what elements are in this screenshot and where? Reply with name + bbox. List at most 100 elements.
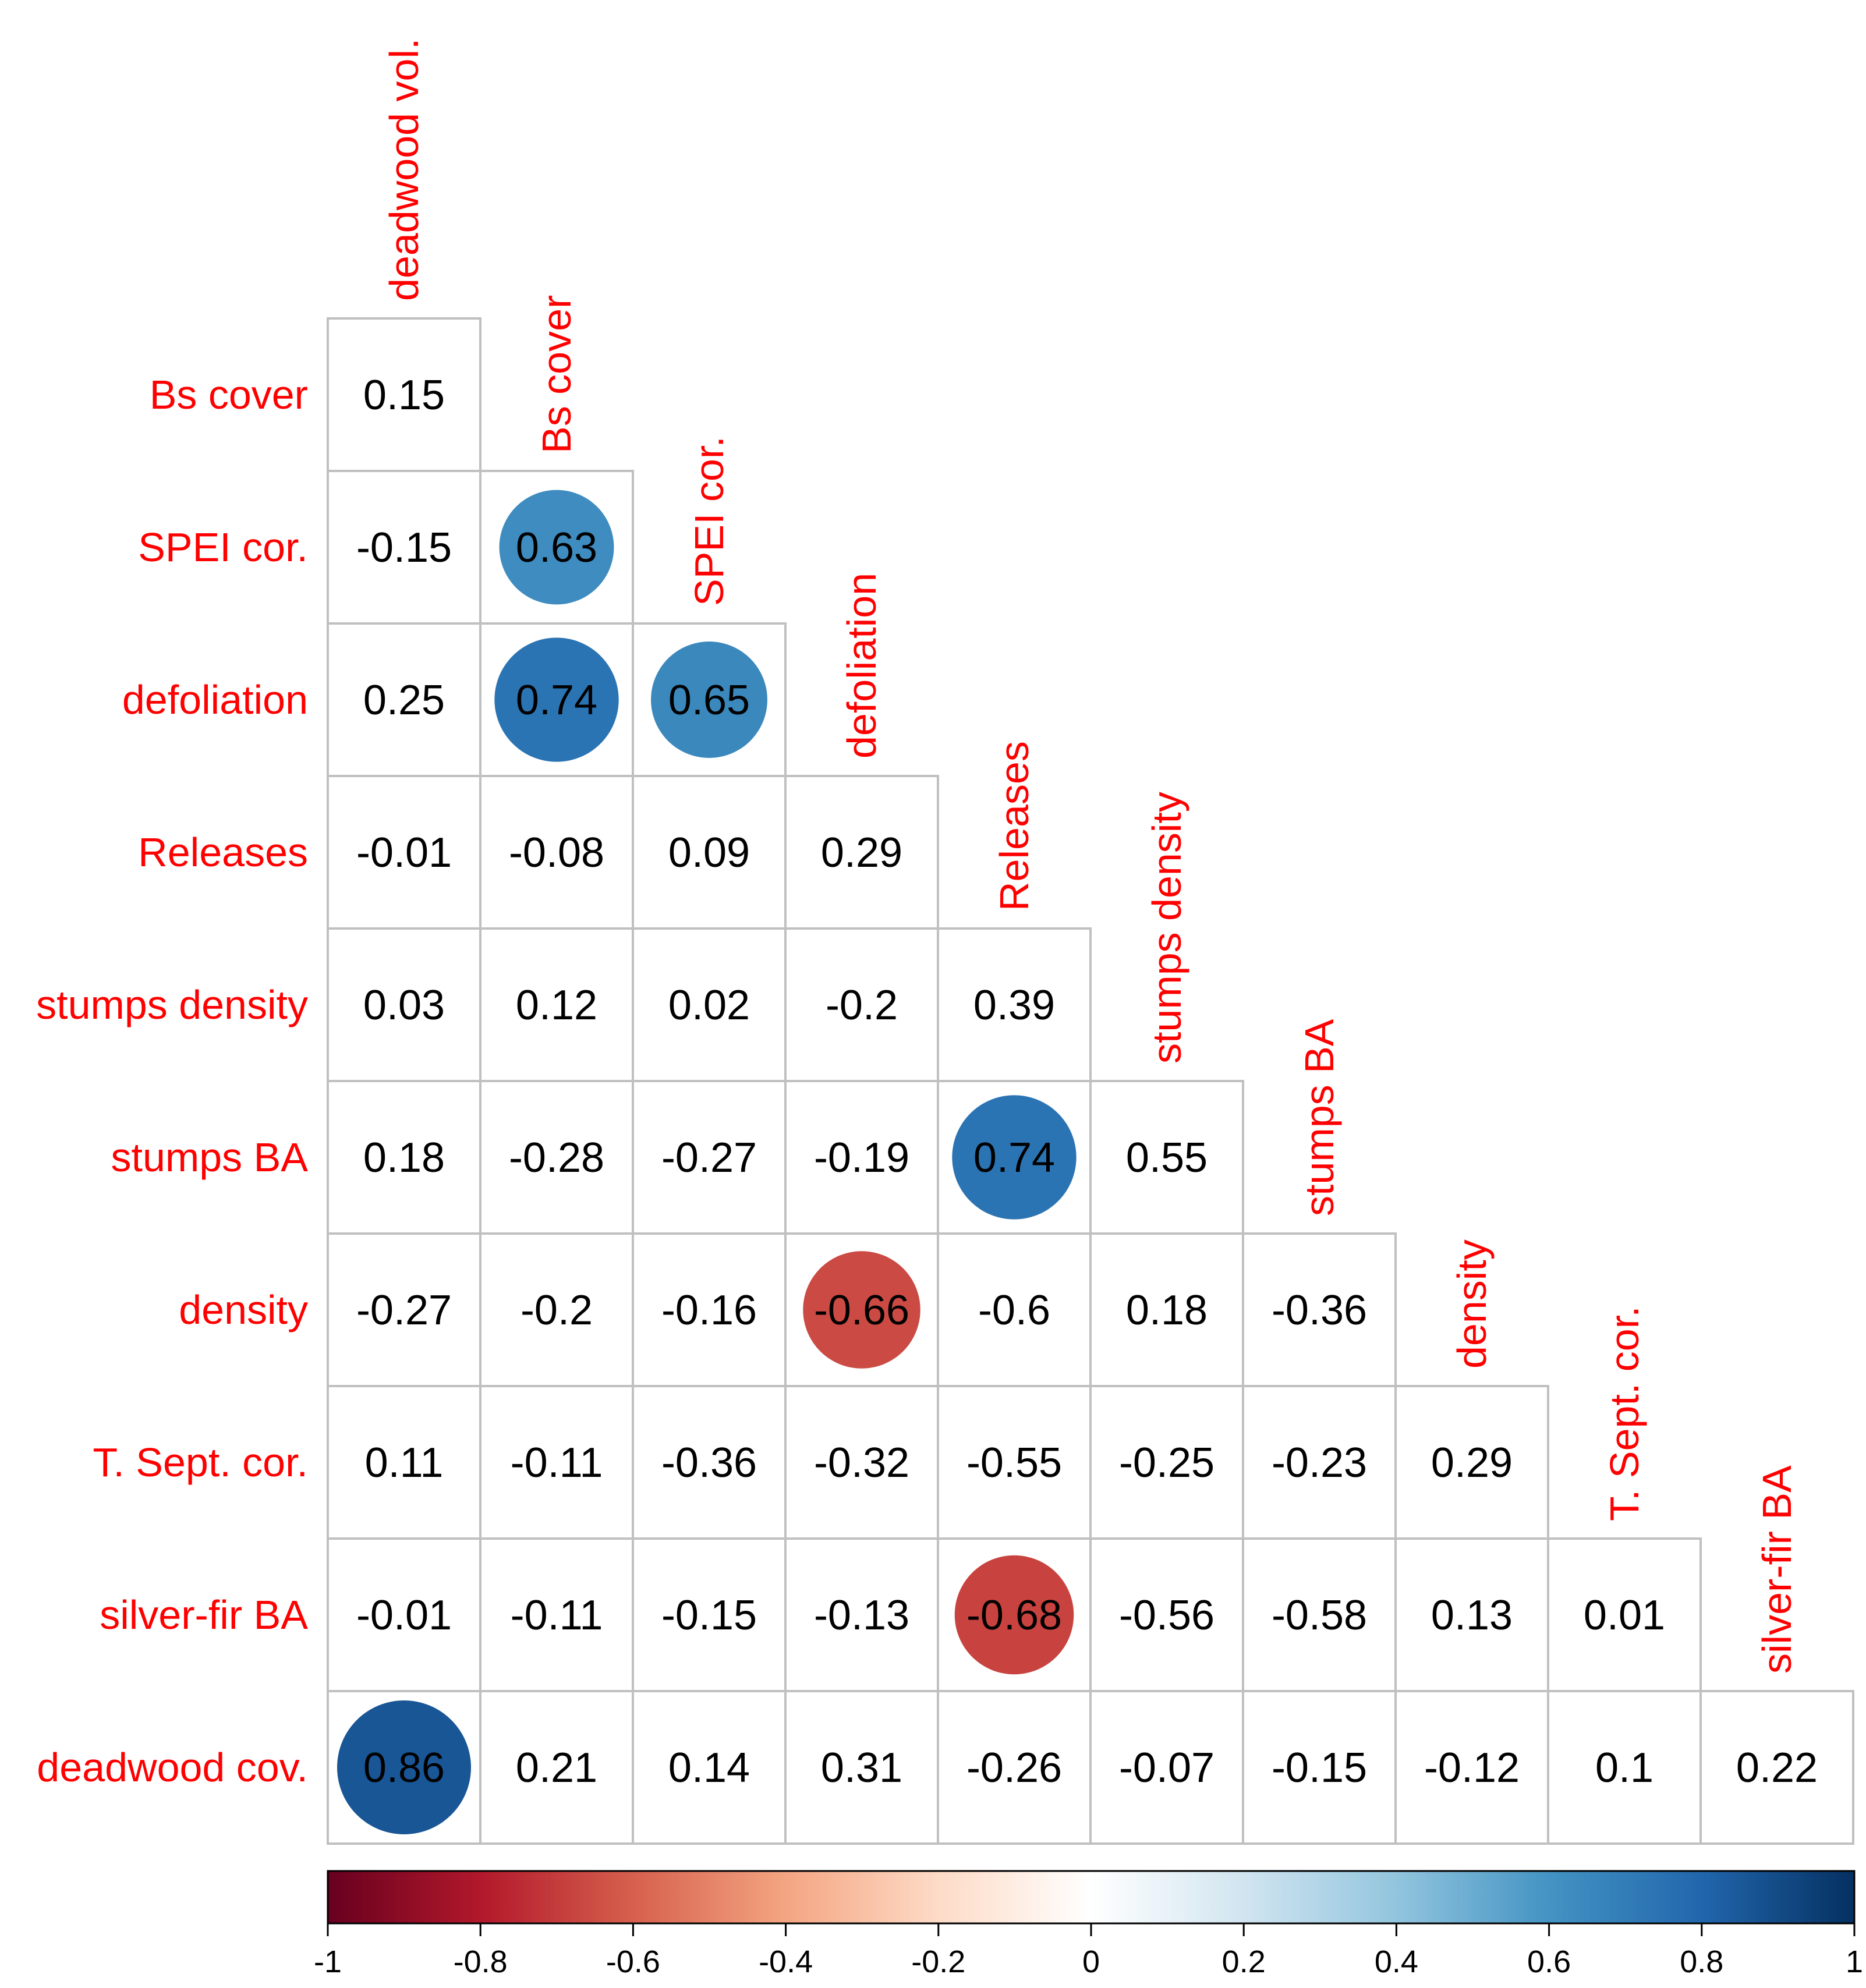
cell-value-9-1: 0.21 [516,1745,597,1791]
cell-value-6-1: -0.2 [521,1287,593,1334]
cell-value-5-5: 0.55 [1126,1135,1208,1181]
cell-value-3-2: 0.09 [668,830,750,876]
colorbar-tick-label-2: -0.6 [606,1944,660,1979]
column-label-2: SPEI cor. [686,436,732,606]
colorbar: -1 -0.8 -0.6 -0.4 -0.2 0 0.2 0.4 0.6 0.8 1 [314,1870,1863,1979]
column-label-8: T. Sept. cor. [1602,1306,1647,1521]
cell-value-8-4: -0.68 [966,1592,1062,1639]
cell-value-5-4: 0.74 [973,1135,1055,1181]
correlation-circle-5-4 [952,1095,1077,1220]
cell-value-4-0: 0.03 [363,982,445,1029]
cell-value-1-0: -0.15 [356,525,452,571]
cell-value-4-3: -0.2 [826,982,898,1029]
cell-9-9 [1699,1690,1854,1845]
cell-value-7-0: 0.11 [365,1440,444,1486]
colorbar-tick-label-5: 0 [1082,1944,1100,1979]
column-label-9: silver-fir BA [1754,1465,1800,1674]
cell-value-6-2: -0.16 [661,1287,757,1334]
cell-value-9-9: 0.22 [1736,1745,1818,1791]
cell-value-2-1: 0.74 [516,677,597,724]
cell-value-7-5: -0.25 [1119,1440,1215,1486]
column-label-6: stumps BA [1297,1019,1342,1216]
cell-value-4-1: 0.12 [516,982,597,1029]
cell-value-8-6: -0.58 [1272,1592,1367,1639]
correlation-circle-2-1 [494,637,619,762]
colorbar-tick-label-9: 0.8 [1680,1944,1723,1979]
cell-value-9-0: 0.86 [363,1745,445,1791]
cell-value-5-0: 0.18 [363,1135,445,1181]
row-label-1: SPEI cor. [138,525,308,570]
cell-value-9-8: 0.1 [1595,1745,1653,1791]
cell-value-5-3: -0.19 [814,1135,909,1181]
colorbar-tick-label-8: 0.6 [1527,1944,1571,1979]
cell-value-2-2: 0.65 [668,677,750,724]
cell-value-7-6: -0.23 [1272,1440,1367,1486]
correlation-circle-1-1 [499,490,614,605]
colorbar-tick-label-4: -0.2 [911,1944,965,1979]
row-labels: Bs cover SPEI cor. defoliation Releases stum… [36,372,308,1790]
column-label-1: Bs cover [534,295,579,453]
cell-value-7-2: -0.36 [661,1440,757,1486]
colorbar-tick-label-6: 0.2 [1222,1944,1266,1979]
cell-value-5-1: -0.28 [509,1135,604,1181]
cell-value-6-6: -0.36 [1272,1287,1367,1334]
column-label-4: Releases [992,741,1037,911]
cell-value-9-3: 0.31 [821,1745,902,1791]
row-label-4: stumps density [36,982,308,1027]
column-label-7: density [1449,1239,1495,1369]
cell-value-6-5: 0.18 [1126,1287,1208,1334]
row-label-8: silver-fir BA [100,1592,308,1638]
cell-value-8-0: -0.01 [356,1592,452,1639]
cell-value-7-1: -0.11 [511,1440,603,1486]
row-label-5: stumps BA [111,1135,309,1180]
cell-value-5-2: -0.27 [661,1135,757,1181]
column-label-0: deadwood vol. [381,38,427,301]
cell-value-9-6: -0.15 [1272,1745,1367,1791]
row-label-0: Bs cover [150,372,308,417]
cell-value-8-1: -0.11 [511,1592,603,1639]
colorbar-tick-label-1: -0.8 [454,1944,508,1979]
cell-value-1-1: 0.63 [516,525,597,571]
correlation-circle-8-4 [954,1555,1074,1675]
cell-value-8-7: 0.13 [1431,1592,1513,1639]
cell-value-8-8: 0.01 [1584,1592,1665,1639]
cell-value-6-4: -0.6 [978,1287,1050,1334]
cell-value-3-3: 0.29 [821,830,902,876]
colorbar-tick-label-0: -1 [314,1944,342,1979]
colorbar-tick-label-3: -0.4 [759,1944,813,1979]
cell-value-2-0: 0.25 [363,677,445,724]
cell-value-9-2: 0.14 [668,1745,750,1791]
cell-value-3-1: -0.08 [509,830,604,876]
cell-value-4-2: 0.02 [668,982,750,1029]
colorbar-gradient [327,1870,1856,1925]
cell-value-9-4: -0.26 [966,1745,1062,1791]
row-label-3: Releases [138,830,308,875]
column-labels: deadwood vol. Bs cover SPEI cor. defoliatio… [381,38,1800,1674]
column-label-3: defoliation [839,573,884,759]
cell-value-6-0: -0.27 [356,1287,452,1334]
row-label-6: density [179,1287,308,1333]
correlation-circle-9-0 [337,1700,471,1834]
cell-value-7-7: 0.29 [1431,1440,1513,1486]
cell-value-3-0: -0.01 [356,830,452,876]
cell-value-8-3: -0.13 [814,1592,909,1639]
colorbar-tick-label-10: 1 [1846,1944,1863,1979]
cell-value-9-7: -0.12 [1424,1745,1520,1791]
cell-value-8-5: -0.56 [1119,1592,1215,1639]
cell-value-7-4: -0.55 [966,1440,1062,1486]
cell-value-7-3: -0.32 [814,1440,909,1486]
correlation-circle-2-2 [651,642,767,758]
row-label-9: deadwood cov. [37,1745,308,1790]
cell-value-6-3: -0.66 [814,1287,909,1334]
colorbar-tick-label-7: 0.4 [1375,1944,1418,1979]
cell-value-4-4: 0.39 [973,982,1055,1029]
grid-layer: 0.15 -0.15 0.63 0.25 0.74 0.65 -0.01 -0.08 0.09 0… [327,317,1854,1845]
column-label-5: stumps density [1144,792,1189,1064]
correlation-circle-6-3 [803,1251,920,1369]
cell-value-0-0: 0.15 [363,372,445,419]
cell-value-8-2: -0.15 [661,1592,757,1639]
cell-value-9-5: -0.07 [1119,1745,1215,1791]
row-label-2: defoliation [122,677,308,722]
row-label-7: T. Sept. cor. [93,1440,308,1485]
